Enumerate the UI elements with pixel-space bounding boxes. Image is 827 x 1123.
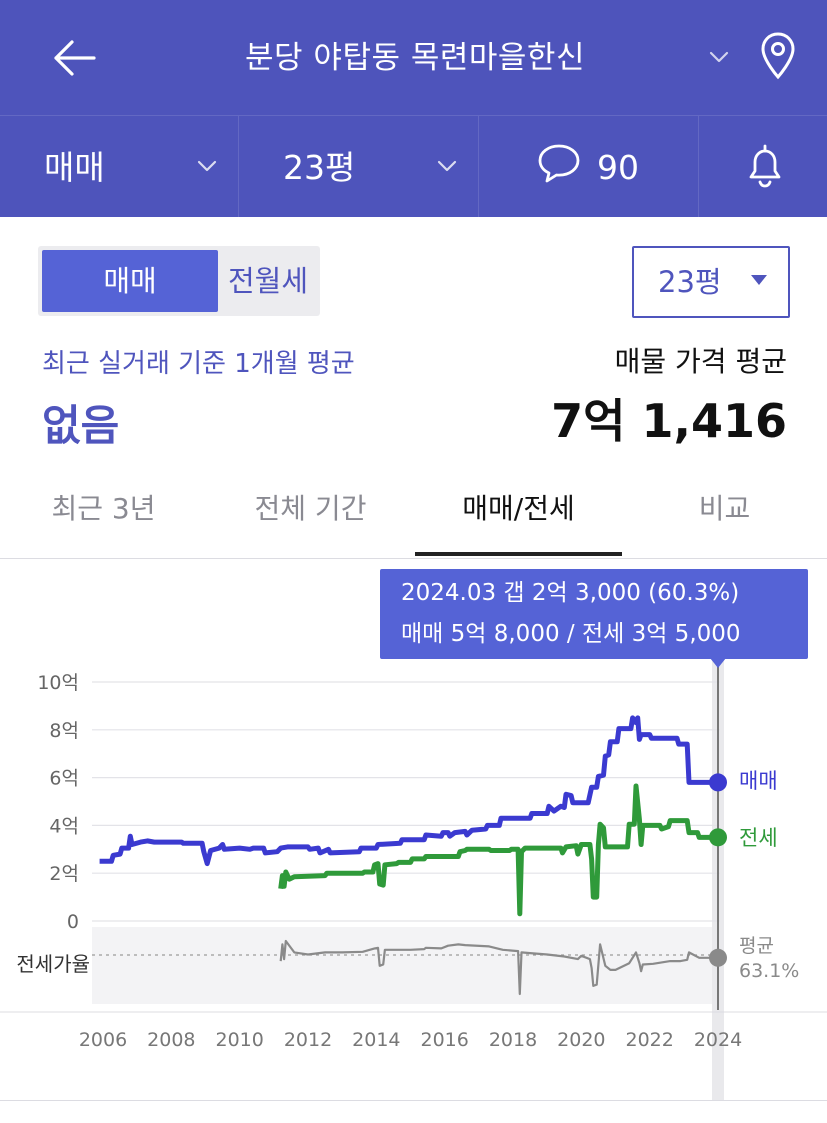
listing-price-label: 매물 가격 평균 xyxy=(614,345,787,378)
tab-compare[interactable]: 비교 xyxy=(698,492,751,525)
tab-sale-jeonse[interactable]: 매매/전세 xyxy=(462,492,575,525)
tooltip-pointer xyxy=(710,658,726,668)
ratio-end-marker xyxy=(709,948,727,967)
y-tick-label: 8억 xyxy=(49,720,79,742)
segment-rent[interactable]: 전월세 xyxy=(227,264,309,298)
sale-end-marker xyxy=(709,773,727,792)
area-dropdown[interactable]: 23평 xyxy=(239,116,478,217)
jeonse-end-marker xyxy=(709,828,727,847)
tooltip-line-1: 2024.03 갭 2억 3,000 (60.3%) xyxy=(401,580,739,606)
x-tick-label: 2012 xyxy=(284,1029,332,1051)
listing-price-value: 7억 1,416 xyxy=(551,394,787,448)
y-tick-label: 6억 xyxy=(49,768,79,790)
y-tick-label: 10억 xyxy=(37,672,79,694)
y-tick-label: 2억 xyxy=(49,863,79,885)
ratio-band-background xyxy=(92,927,720,1004)
x-tick-label: 2022 xyxy=(625,1029,673,1051)
trade-type-dropdown[interactable]: 매매 xyxy=(0,116,238,217)
area-label: 23평 xyxy=(283,148,356,187)
speech-bubble-icon xyxy=(538,144,580,183)
segment-sale[interactable]: 매매 xyxy=(42,250,218,312)
title-chevron-down-icon[interactable] xyxy=(706,47,732,67)
x-tick-label: 2006 xyxy=(79,1029,127,1051)
page-title[interactable]: 분당 야탑동 목련마을한신 xyxy=(245,40,585,76)
period-tabs: 최근 3년 전체 기간 매매/전세 비교 xyxy=(0,470,827,559)
notification-button[interactable] xyxy=(699,116,827,217)
tooltip-line-2: 매매 5억 8,000 / 전세 3억 5,000 xyxy=(401,621,741,647)
price-chart[interactable]: 10억 8억 6억 4억 2억 0 전세가율 2006 2008 2010 2012 2014 2016… xyxy=(0,560,827,1123)
tooltip-box xyxy=(380,569,808,659)
back-arrow-icon[interactable] xyxy=(50,36,98,80)
x-tick-label: 2016 xyxy=(420,1029,468,1051)
tab-recent-3y[interactable]: 최근 3년 xyxy=(51,492,156,525)
chevron-down-icon xyxy=(437,160,457,172)
y-tick-label: 4억 xyxy=(49,815,79,837)
caret-down-icon xyxy=(751,275,767,285)
ratio-axis-label: 전세가율 xyxy=(16,952,90,976)
sale-series-label: 매매 xyxy=(739,769,778,793)
comments-button[interactable]: 90 xyxy=(479,116,698,217)
area-select-label: 23평 xyxy=(658,265,722,299)
location-pin-icon[interactable] xyxy=(758,30,798,82)
x-tick-label: 2008 xyxy=(147,1029,195,1051)
ratio-average-value: 63.1% xyxy=(739,960,799,982)
bell-icon xyxy=(749,144,781,188)
tab-all-period[interactable]: 전체 기간 xyxy=(254,492,367,525)
recent-trade-label: 최근 실거래 기준 1개월 평균 xyxy=(42,349,355,379)
active-tab-indicator xyxy=(415,552,622,556)
y-tick-label: 0 xyxy=(67,911,79,933)
divider xyxy=(698,116,699,217)
recent-trade-value: 없음 xyxy=(42,401,120,450)
x-tick-label: 2024 xyxy=(694,1029,742,1051)
x-tick-label: 2010 xyxy=(215,1029,263,1051)
x-tick-label: 2014 xyxy=(352,1029,400,1051)
divider xyxy=(0,1100,827,1101)
x-tick-label: 2020 xyxy=(557,1029,605,1051)
divider xyxy=(478,116,479,217)
filter-bar: 매매 23평 90 xyxy=(0,115,827,217)
trade-segment-control: 매매 전월세 xyxy=(38,246,320,316)
trade-type-label: 매매 xyxy=(44,148,105,187)
comment-count: 90 xyxy=(597,148,639,187)
chevron-down-icon xyxy=(197,160,217,172)
divider xyxy=(238,116,239,217)
jeonse-series-label: 전세 xyxy=(739,826,778,850)
x-tick-label: 2018 xyxy=(489,1029,537,1051)
series-line-jeonse xyxy=(278,783,718,917)
series-line-sale xyxy=(99,715,718,867)
top-app-bar: 분당 야탑동 목련마을한신 xyxy=(0,0,827,115)
area-select[interactable]: 23평 xyxy=(632,246,790,318)
ratio-average-label: 평균 xyxy=(739,935,774,957)
series-line-ratio xyxy=(279,939,718,996)
